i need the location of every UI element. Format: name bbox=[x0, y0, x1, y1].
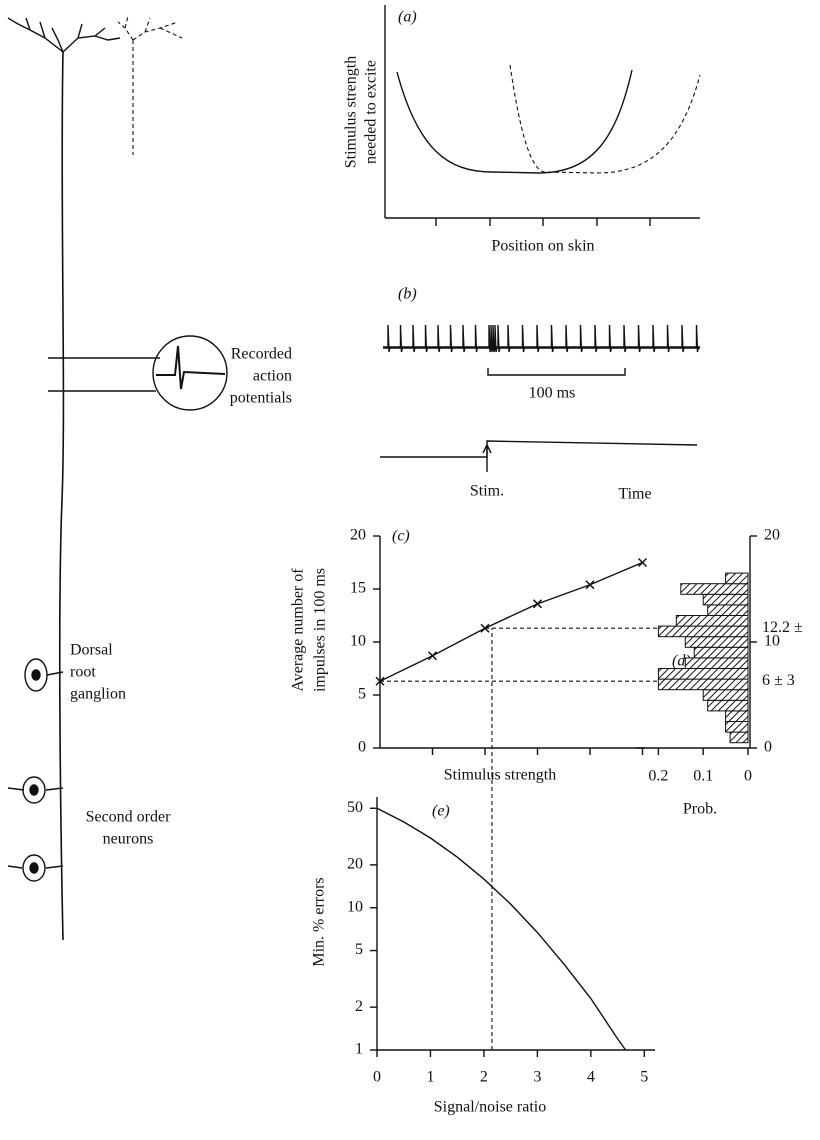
data-line bbox=[376, 807, 627, 1051]
data-point bbox=[480, 623, 490, 633]
histogram-bar bbox=[657, 625, 749, 638]
histogram-bar bbox=[707, 604, 749, 617]
neuron-drawing bbox=[7, 15, 228, 941]
stimulus-arrow bbox=[482, 443, 492, 472]
data-point bbox=[375, 676, 385, 686]
ganglion-label: ganglion bbox=[70, 686, 126, 703]
y-tick-label: 1 bbox=[355, 1041, 363, 1058]
panel-label: (a) bbox=[398, 9, 417, 26]
stimulus-trace bbox=[380, 440, 698, 458]
y-tick-label: 5 bbox=[355, 941, 363, 958]
x-tick-label: 4 bbox=[587, 1069, 595, 1086]
data-point bbox=[427, 651, 438, 661]
data-point bbox=[585, 580, 595, 590]
histogram-bar bbox=[680, 583, 749, 595]
data-point bbox=[637, 557, 648, 568]
scale-label: 100 ms bbox=[529, 385, 576, 402]
y-axis-label: Average number of bbox=[290, 568, 307, 692]
histogram-bar bbox=[675, 615, 749, 627]
y-tick-label: 2 bbox=[355, 998, 363, 1015]
histogram-bar bbox=[725, 710, 749, 723]
y-tick-label: 0 bbox=[358, 739, 366, 756]
data-point bbox=[532, 599, 543, 609]
x-axis-label: Stimulus strength bbox=[444, 767, 556, 784]
ganglion-label: Dorsal bbox=[70, 642, 113, 659]
histogram-bar bbox=[684, 636, 749, 648]
y-tick-label: 10 bbox=[347, 898, 363, 915]
panel-label: (b) bbox=[398, 286, 417, 303]
y-axis-label: Min. % errors bbox=[311, 877, 328, 966]
trace-label: potentials bbox=[230, 390, 292, 407]
data-line bbox=[379, 561, 643, 682]
y-tick-label: 0 bbox=[764, 739, 772, 756]
trace-label: action bbox=[253, 368, 292, 385]
trace-label: Recorded bbox=[231, 346, 292, 363]
histogram-bar bbox=[725, 721, 749, 733]
spike-trace bbox=[383, 324, 700, 353]
y-tick-label: 20 bbox=[764, 527, 780, 544]
x-tick-label: 0.1 bbox=[693, 768, 713, 785]
y-tick-label: 20 bbox=[350, 527, 366, 544]
x-axis-label: Prob. bbox=[683, 801, 717, 818]
x-tick-label: 5 bbox=[640, 1069, 648, 1086]
y-axis-label: Stimulus strength bbox=[343, 56, 360, 168]
x-tick-label: 3 bbox=[533, 1069, 541, 1086]
histogram-bar bbox=[702, 593, 749, 606]
neuron-label: Second order bbox=[86, 809, 172, 826]
y-tick-label: 50 bbox=[347, 799, 363, 816]
y-axis-label: needed to excite bbox=[363, 60, 380, 164]
x-tick-label: 1 bbox=[426, 1069, 434, 1086]
x-axis-label: Position on skin bbox=[491, 238, 594, 255]
histogram-bar bbox=[729, 731, 749, 744]
x-tick-label: 0 bbox=[373, 1069, 381, 1086]
x-tick-label: 0.2 bbox=[648, 768, 668, 785]
histogram-bar bbox=[684, 657, 749, 670]
ganglion-label: root bbox=[70, 664, 96, 681]
stimulus-label: Stim. bbox=[470, 483, 504, 500]
histogram-bar bbox=[707, 699, 749, 712]
scale-bar bbox=[487, 368, 626, 376]
histogram-bar bbox=[725, 572, 749, 585]
x-axis-label: Signal/noise ratio bbox=[434, 1099, 546, 1116]
y-axis-label: impulses in 100 ms bbox=[312, 568, 329, 692]
curve-dashed bbox=[509, 64, 701, 174]
histogram-bar bbox=[702, 689, 749, 701]
histogram-bar bbox=[693, 646, 749, 659]
y-tick-label: 20 bbox=[347, 856, 363, 873]
x-tick-label: 2 bbox=[480, 1069, 488, 1086]
annotation: 12.2 ± bbox=[762, 619, 803, 636]
panel-label: (e) bbox=[432, 803, 450, 820]
histogram-bar bbox=[657, 668, 749, 680]
panel-label: (c) bbox=[392, 528, 410, 545]
y-tick-label: 15 bbox=[350, 580, 366, 597]
y-tick-label: 10 bbox=[350, 633, 366, 650]
x-axis-label: Time bbox=[618, 486, 651, 503]
y-tick-label: 5 bbox=[358, 686, 366, 703]
curve-solid bbox=[396, 69, 633, 174]
y-tick-label: 10 bbox=[764, 633, 780, 650]
histogram-bar bbox=[657, 678, 749, 691]
x-tick-label: 0 bbox=[744, 768, 752, 785]
neuron-label: neurons bbox=[103, 831, 154, 848]
annotation: 6 ± 3 bbox=[762, 672, 795, 689]
